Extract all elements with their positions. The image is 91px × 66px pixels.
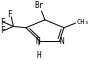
- Text: N: N: [59, 37, 64, 46]
- Text: H: H: [37, 51, 41, 60]
- Text: F: F: [7, 10, 12, 19]
- Text: N: N: [35, 37, 40, 46]
- Text: F: F: [0, 26, 5, 35]
- Text: CH₃: CH₃: [76, 19, 89, 25]
- Text: Br: Br: [35, 1, 44, 10]
- Text: F: F: [0, 18, 5, 27]
